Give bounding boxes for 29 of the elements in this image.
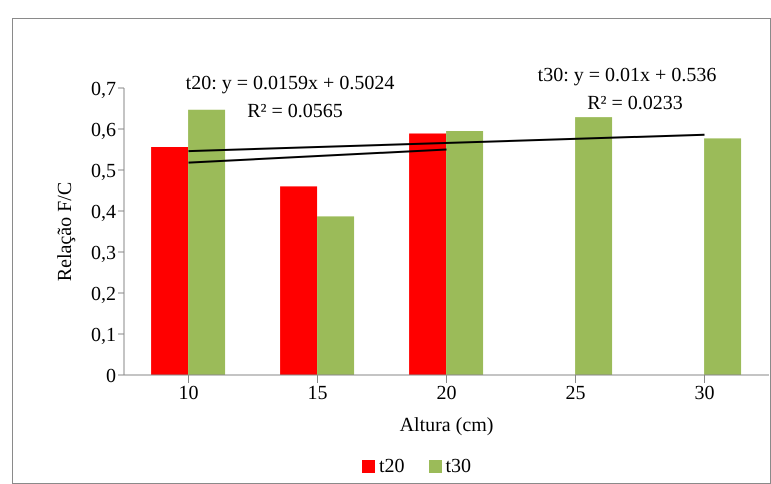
y-tick-label: 0,6: [91, 119, 116, 142]
x-tick-label: 15: [308, 382, 328, 404]
y-axis-title: Relação F/C: [54, 182, 76, 282]
bar: [704, 138, 742, 375]
bar: [317, 216, 354, 375]
y-tick-label: 0,7: [91, 78, 116, 100]
x-tick-label: 30: [694, 382, 714, 404]
x-tick-label: 10: [178, 382, 198, 404]
bar: [151, 147, 188, 375]
bar: [280, 186, 318, 375]
bar: [409, 134, 446, 375]
annotation: R² = 0.0565: [247, 100, 343, 123]
x-axis-title: Altura (cm): [400, 414, 494, 436]
bar: [188, 110, 226, 375]
y-tick-label: 0,3: [91, 242, 116, 264]
y-tick-label: 0,2: [91, 283, 116, 306]
y-tick-label: 0,1: [91, 324, 116, 346]
annotation: t20: y = 0.0159x + 0.5024: [186, 72, 394, 95]
legend-label: t30: [444, 455, 472, 478]
y-tick-label: 0,4: [91, 201, 116, 224]
annotation: R² = 0.0233: [587, 92, 683, 115]
legend-label: t20: [378, 455, 404, 478]
x-tick-label: 25: [566, 382, 586, 404]
x-tick-label: 20: [436, 382, 456, 404]
bar: [575, 117, 612, 375]
y-tick-label: 0: [106, 365, 116, 388]
y-tick-label: 0,5: [91, 160, 116, 182]
bar: [446, 131, 484, 375]
text: t30: y = 0.01x + 0.536: [538, 64, 716, 87]
